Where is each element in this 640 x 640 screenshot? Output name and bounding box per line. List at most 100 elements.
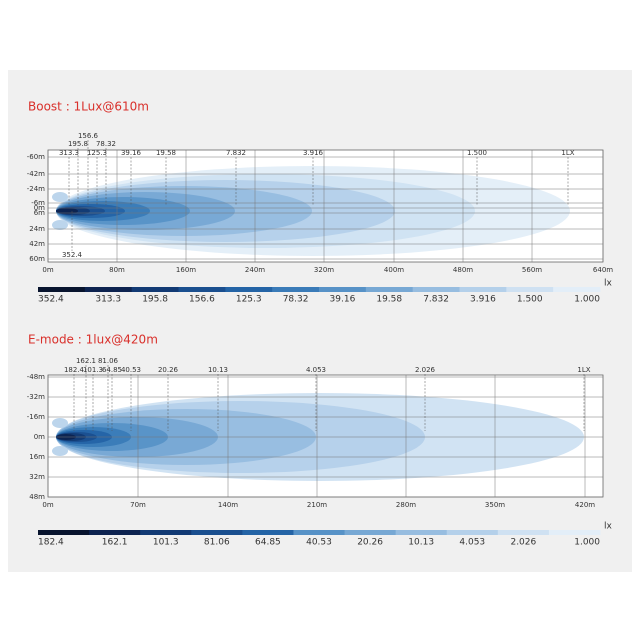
legend-label: 3.916 [470,295,496,305]
x-label: 0m [42,501,53,509]
isolux-label: 19.58 [156,149,176,157]
legend-label: 182.4 [38,538,64,548]
legend-label: 195.8 [142,295,168,305]
isolux-label: 313.3 [59,149,79,157]
legend-swatch [365,287,414,292]
x-label: 210m [307,501,327,509]
y-label: 16m [29,453,45,461]
isolux-label: 81.06 [98,357,119,365]
x-label: 160m [176,266,196,274]
isolux-label: 182.4 [64,366,85,374]
legend-label: 101.3 [153,538,179,548]
isolux-label: 352.4 [62,251,83,259]
isolux-label: 40.53 [121,366,141,374]
isolux-label: 20.26 [158,366,179,374]
x-label: 280m [396,501,416,509]
isolux-label: 78.32 [96,140,116,148]
beam-contour [56,208,78,214]
isolux-label: 1LX [577,366,590,374]
legend-swatch [553,287,601,292]
isolux-label: 101.3 [83,366,103,374]
x-label: 140m [218,501,238,509]
x-label: 320m [314,266,334,274]
legend-label: 4.053 [459,538,485,548]
legend-label: 64.85 [255,538,281,548]
legend-label: 40.53 [306,538,332,548]
y-label: 32m [29,473,45,481]
isolux-label: 4.053 [306,366,326,374]
x-label: 350m [485,501,505,509]
legend-swatch [497,530,550,535]
legend-swatch [89,530,141,535]
isolux-label: 39.16 [121,149,142,157]
legend-label: 2.026 [510,538,536,548]
legend-swatch [412,287,460,292]
isolux-label: 156.6 [78,132,99,140]
legend-swatch [38,530,90,535]
y-label: -60m [27,153,45,161]
legend-swatch [272,287,320,292]
side-glow [52,220,68,230]
y-label: -48m [27,373,45,381]
isolux-label: 10.13 [208,366,228,374]
y-label: -32m [27,393,45,401]
legend-swatch [178,287,226,292]
panel-title: Boost : 1Lux@610m [28,100,149,114]
legend-label: 81.06 [204,538,230,548]
legend-swatch [140,530,192,535]
legend-label: 1.000 [574,538,600,548]
y-label: 48m [29,493,45,501]
x-label: 400m [384,266,404,274]
x-label: 420m [575,501,595,509]
legend-label: 39.16 [330,295,356,305]
x-label: 80m [109,266,125,274]
panel-title: E-mode : 1lux@420m [28,333,158,347]
legend-swatch [225,287,273,292]
side-glow [52,418,68,428]
y-label: -24m [27,185,45,193]
legend-swatch [344,530,397,535]
legend-label: 162.1 [102,538,128,548]
legend-swatch [131,287,179,292]
x-label: 0m [42,266,53,274]
legend-label: 352.4 [38,295,64,305]
legend-unit: lx [604,279,613,289]
y-label: 6m [34,209,45,217]
legend-swatch [293,530,346,535]
isolux-label: 7.832 [226,149,246,157]
isolux-label: 125.3 [87,149,107,157]
isolux-label: 195.8 [68,140,88,148]
isolux-label: 64.85 [102,366,122,374]
y-label: 42m [29,240,45,248]
side-glow [52,192,68,202]
legend-swatch [548,530,601,535]
legend-label: 19.58 [376,295,402,305]
x-label: 240m [245,266,265,274]
y-label: -6m [31,199,45,207]
legend-label: 1.000 [574,295,600,305]
legend-label: 125.3 [236,295,262,305]
x-label: 480m [453,266,473,274]
legend-label: 7.832 [423,295,449,305]
isolux-label: 1LX [561,149,574,157]
isolux-label: 1.500 [467,149,487,157]
legend-swatch [242,530,294,535]
legend-label: 78.32 [283,295,309,305]
legend-swatch [191,530,243,535]
legend-swatch [38,287,86,292]
y-label: 0m [34,204,45,212]
isolux-label: 2.026 [415,366,436,374]
legend-swatch [459,287,507,292]
y-label: 0m [34,433,45,441]
legend-label: 313.3 [95,295,121,305]
legend-swatch [84,287,133,292]
legend-swatch [506,287,554,292]
isolux-label: 162.1 [76,357,96,365]
y-label: -16m [27,413,45,421]
isolux-label: 3.916 [303,149,324,157]
y-label: 24m [29,225,45,233]
legend-swatch [395,530,448,535]
legend-unit: lx [604,522,613,532]
legend-label: 156.6 [189,295,215,305]
